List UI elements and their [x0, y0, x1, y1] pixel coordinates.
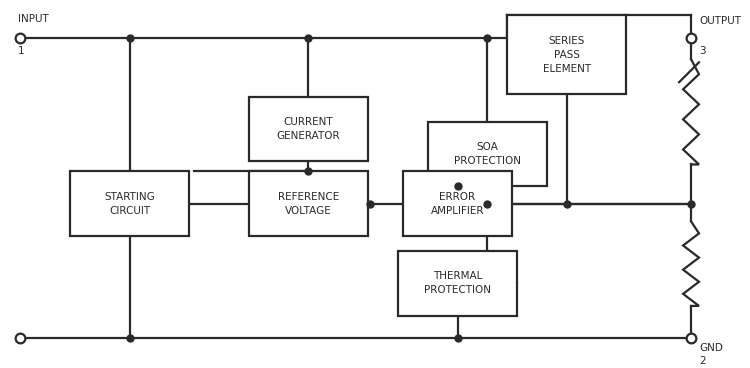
Text: CURRENT
GENERATOR: CURRENT GENERATOR [277, 117, 340, 141]
Text: SOA
PROTECTION: SOA PROTECTION [454, 142, 520, 166]
Bar [249, 171, 368, 236]
Text: 2: 2 [699, 356, 706, 366]
Bar [70, 171, 189, 236]
Bar [427, 122, 547, 186]
Text: OUTPUT: OUTPUT [699, 16, 741, 26]
Bar [507, 15, 626, 95]
Bar [398, 251, 518, 315]
Bar [249, 97, 368, 162]
Bar [403, 171, 512, 236]
Text: STARTING
CIRCUIT: STARTING CIRCUIT [104, 192, 155, 216]
Text: INPUT: INPUT [18, 14, 49, 24]
Text: ERROR
AMPLIFIER: ERROR AMPLIFIER [430, 192, 484, 216]
Text: SERIES
PASS
ELEMENT: SERIES PASS ELEMENT [543, 36, 591, 74]
Text: THERMAL
PROTECTION: THERMAL PROTECTION [424, 271, 491, 295]
Text: REFERENCE
VOLTAGE: REFERENCE VOLTAGE [278, 192, 339, 216]
Text: GND: GND [699, 343, 723, 353]
Text: 1: 1 [18, 46, 25, 56]
Text: 3: 3 [699, 46, 706, 56]
